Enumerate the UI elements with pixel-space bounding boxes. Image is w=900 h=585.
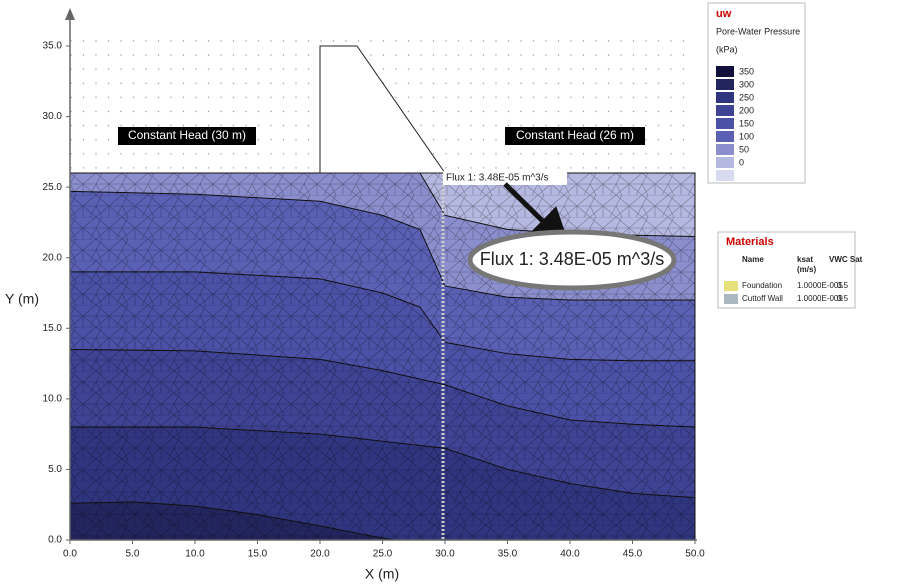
table-cell: 0.5 — [837, 281, 849, 290]
legend-swatch — [716, 118, 734, 129]
annotation-box — [118, 127, 256, 145]
y-axis-arrow — [65, 8, 75, 20]
legend-swatch — [716, 144, 734, 155]
material-swatch — [724, 294, 738, 304]
legend-swatch — [716, 66, 734, 77]
x-tick-label: 15.0 — [248, 549, 268, 560]
legend-label: 350 — [739, 66, 754, 76]
legend-label: 250 — [739, 92, 754, 102]
annotation: Flux 1: 3.48E-05 m^3/s — [446, 173, 549, 184]
x-tick-label: 0.0 — [63, 549, 77, 560]
table-cell: Cuttoff Wall — [742, 294, 783, 303]
table-header: VWC Sat — [829, 255, 863, 264]
annotation: Constant Head (26 m) — [516, 128, 634, 142]
legend-swatch — [716, 170, 734, 181]
table-cell: 0.5 — [837, 294, 849, 303]
annotation-box — [505, 127, 645, 145]
legend-label: 200 — [739, 105, 754, 115]
legend-subtitle: Pore-Water Pressure — [716, 26, 800, 36]
x-tick-label: 20.0 — [310, 549, 330, 560]
y-tick-label: 35.0 — [43, 41, 63, 52]
legend-label: 300 — [739, 79, 754, 89]
x-tick-label: 45.0 — [623, 549, 643, 560]
legend-swatch — [716, 79, 734, 90]
legend-label: 150 — [739, 118, 754, 128]
dam — [319, 45, 446, 174]
legend-label: 100 — [739, 131, 754, 141]
x-tick-label: 50.0 — [685, 549, 705, 560]
annotation: Constant Head (30 m) — [128, 128, 246, 142]
legend-items: 350 300 250 200 150 100 50 0 — [716, 66, 754, 181]
y-tick-label: 20.0 — [43, 252, 63, 263]
legend-swatch — [716, 92, 734, 103]
y-tick-label: 30.0 — [43, 111, 63, 122]
y-tick-label: 5.0 — [48, 464, 62, 475]
x-tick-label: 5.0 — [126, 549, 140, 560]
table-header: (m/s) — [797, 265, 816, 274]
legend-unit: (kPa) — [716, 44, 738, 54]
y-tick-label: 15.0 — [43, 323, 63, 334]
y-tick-label: 0.0 — [48, 535, 62, 546]
table-cell: 1.0000E-009 — [797, 294, 843, 303]
x-tick-label: 30.0 — [435, 549, 455, 560]
legend-label: 50 — [739, 144, 749, 154]
callout — [467, 229, 677, 291]
y-tick-label: 25.0 — [43, 182, 63, 193]
table-title: Materials — [726, 236, 774, 248]
legend-swatch — [716, 105, 734, 116]
y-tick-label: 10.0 — [43, 393, 63, 404]
table-header: ksat — [797, 255, 813, 264]
annotation-box — [443, 171, 567, 185]
arrow — [503, 182, 571, 249]
x-axis-label: X (m) — [365, 566, 399, 582]
legend-label: 0 — [739, 157, 744, 167]
x-tick-label: 10.0 — [185, 549, 205, 560]
y-axis-label: Y (m) — [5, 291, 39, 307]
materials-table — [717, 231, 856, 309]
table-cell: 1.0000E-005 — [797, 281, 843, 290]
legend-title: uw — [716, 8, 732, 20]
legend-swatch — [716, 131, 734, 142]
material-swatch — [724, 281, 738, 291]
table-header: Name — [742, 255, 764, 264]
annotation: Flux 1: 3.48E-05 m^3/s — [480, 249, 665, 269]
x-tick-label: 25.0 — [373, 549, 393, 560]
x-tick-label: 40.0 — [560, 549, 580, 560]
table-cell: Foundation — [742, 281, 782, 290]
legend-swatch — [716, 157, 734, 168]
mesh — [70, 173, 695, 540]
x-tick-label: 35.0 — [498, 549, 518, 560]
